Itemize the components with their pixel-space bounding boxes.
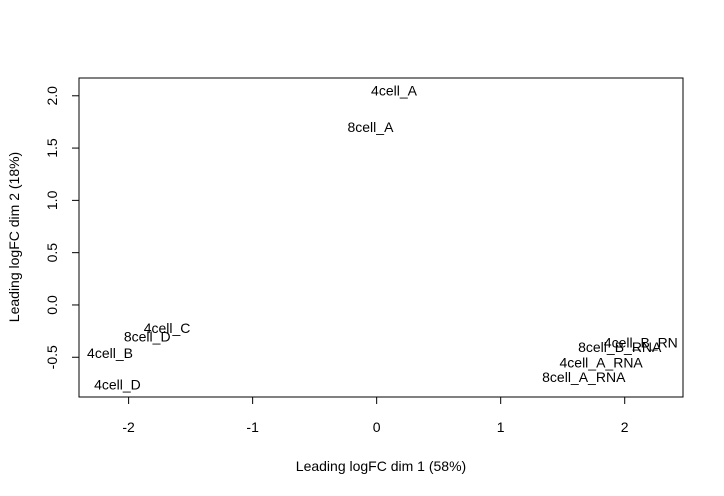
point-label: 8cell_A_RNA xyxy=(542,369,626,385)
point-label: 8cell_A xyxy=(347,119,394,135)
point-label: 4cell_B xyxy=(87,345,133,361)
point-label: 4cell_C xyxy=(144,320,191,336)
point-label: 8cell_D xyxy=(124,328,171,344)
point-label: 4cell_A_RNA xyxy=(560,354,644,370)
x-tick-label: -1 xyxy=(246,419,259,435)
y-tick-label: -0.5 xyxy=(44,345,60,369)
y-axis: -0.5 0.0 0.5 1.0 1.5 2.0 xyxy=(44,86,80,369)
x-axis-title: Leading logFC dim 1 (58%) xyxy=(296,458,466,474)
point-label: 4cell_A xyxy=(371,83,418,99)
y-tick-label: 1.0 xyxy=(44,190,60,210)
x-tick-label: 1 xyxy=(497,419,505,435)
y-tick-label: 2.0 xyxy=(44,86,60,106)
y-tick-label: 0.0 xyxy=(44,295,60,315)
y-axis-title: Leading logFC dim 2 (18%) xyxy=(6,152,22,322)
point-label: 8cell_B_RNA xyxy=(578,339,662,355)
x-axis: -2 -1 0 1 2 xyxy=(122,396,629,435)
point-label: 4cell_D xyxy=(94,376,141,392)
y-tick-label: 0.5 xyxy=(44,243,60,263)
x-tick-label: 2 xyxy=(621,419,629,435)
point-label: 4cell_B_RN xyxy=(604,335,678,351)
x-tick-label: 0 xyxy=(373,419,381,435)
x-tick-label: -2 xyxy=(122,419,135,435)
y-tick-label: 1.5 xyxy=(44,138,60,158)
